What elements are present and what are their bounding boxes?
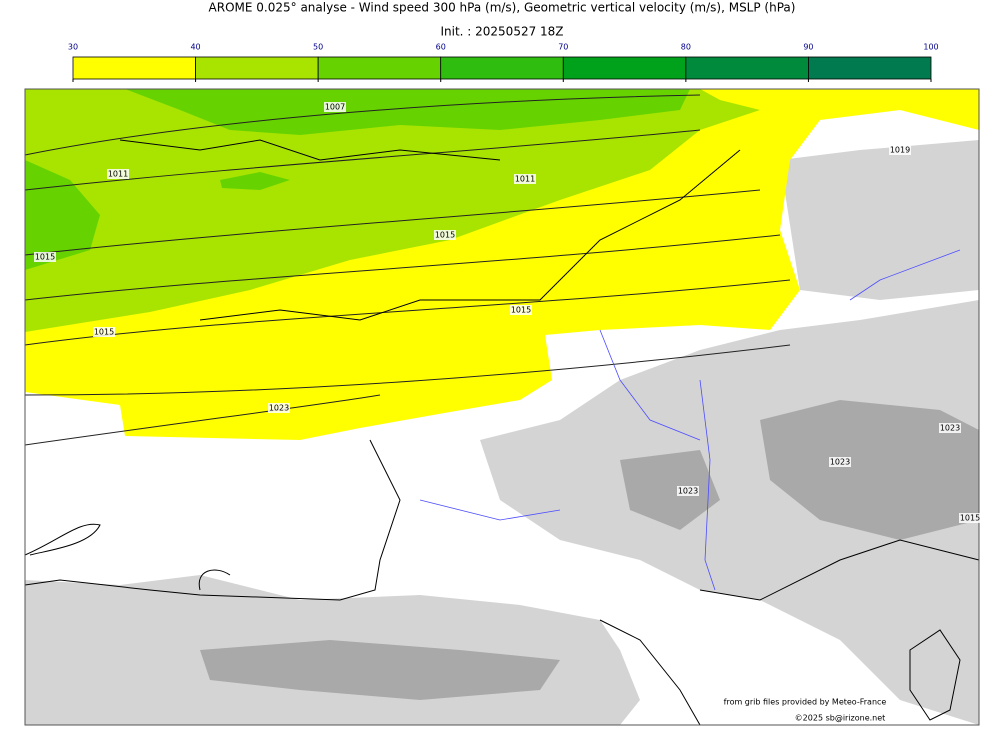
isobar-label-bg (889, 145, 911, 155)
isobar-label-bg (510, 305, 532, 315)
credit-copyright: ©2025 sb@irizone.net (795, 714, 886, 723)
colorbar: 30 40 50 60 70 80 90 100 (68, 43, 939, 82)
isobar-label-bg (829, 457, 851, 467)
isobar-label-bg (434, 230, 456, 240)
isobar-labels: 1007 1011 1011 1015 1015 1015 1015 1019 1023 1023… (34, 102, 981, 523)
isobar-label: 1015 (94, 328, 114, 337)
rivers (419, 249, 961, 591)
isobar-label-bg (514, 174, 536, 184)
terrain-high (200, 400, 979, 700)
colorbar-segment (317, 56, 442, 80)
colorbar-segment (72, 56, 196, 80)
isobar-label: 1019 (890, 146, 910, 155)
colorbar-tick-label: 100 (923, 43, 938, 52)
isobar-label-bg (107, 169, 129, 179)
subtitle: Init. : 20250527 18Z (440, 25, 563, 39)
isobar-label-bg (324, 102, 346, 112)
colorbar-segment (440, 56, 564, 80)
isobar-label-bg (677, 486, 699, 496)
colorbar-tick-label: 80 (681, 43, 691, 52)
title: AROME 0.025° analyse - Wind speed 300 hP… (209, 1, 796, 15)
colorbar-tick-label: 50 (313, 43, 323, 52)
colorbar-tick-label: 30 (68, 43, 78, 52)
isobar-label: 1023 (940, 424, 960, 433)
isobar-label: 1015 (960, 514, 980, 523)
isobar-label: 1007 (325, 103, 345, 112)
map-frame (24, 88, 980, 726)
isobar-label-bg (268, 403, 290, 413)
wind-40-50 (25, 89, 760, 332)
wind-30-40 (25, 89, 979, 440)
colorbar-segment (562, 56, 687, 80)
credit-source: from grib files provided by Meteo-France (724, 698, 887, 707)
isobar-label-bg (93, 327, 115, 337)
colorbar-segment (195, 56, 319, 80)
isobar-label-bg (939, 423, 961, 433)
isobar-label: 1015 (35, 253, 55, 262)
coastlines (24, 139, 980, 726)
isobar-label: 1023 (269, 404, 289, 413)
isobar-label: 1011 (108, 170, 128, 179)
isobar-label-bg (34, 252, 56, 262)
isobar-label: 1015 (511, 306, 531, 315)
colorbar-tick-label: 40 (190, 43, 200, 52)
colorbar-segment (685, 56, 809, 80)
colorbar-tick-label: 90 (803, 43, 813, 52)
colorbar-tick-label: 60 (436, 43, 446, 52)
isobar-label: 1015 (435, 231, 455, 240)
map: 1007 1011 1011 1015 1015 1015 1015 1019 1023 1023… (24, 88, 981, 726)
colorbar-segment (808, 56, 932, 80)
isobar-label: 1023 (678, 487, 698, 496)
isobars (24, 94, 791, 446)
isobar-label-bg (959, 513, 981, 523)
colorbar-tick-label: 70 (558, 43, 568, 52)
isobar-label: 1011 (515, 175, 535, 184)
wind-50-60 (25, 89, 690, 270)
isobar-label: 1023 (830, 458, 850, 467)
